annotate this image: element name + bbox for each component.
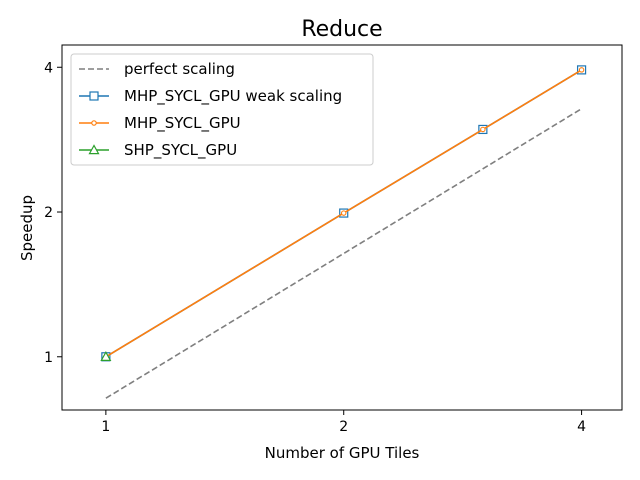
legend-label: MHP_SYCL_GPU (124, 114, 241, 133)
plot-frame (61, 44, 623, 411)
series-line (105, 108, 583, 399)
legend-box (70, 53, 374, 166)
x-tick-label: 2 (339, 419, 348, 435)
y-tick-label: 4 (44, 60, 53, 76)
legend-label: MHP_SYCL_GPU weak scaling (124, 87, 342, 106)
x-tick-label: 1 (101, 419, 110, 435)
y-tick-label: 2 (44, 205, 53, 221)
data-point (100, 351, 112, 361)
legend: perfect scaling MHP_SYCL_GPU weak scaling… (70, 53, 374, 166)
data-point (578, 67, 585, 73)
legend-label: perfect scaling (124, 60, 235, 78)
data-point (480, 126, 486, 133)
y-tick-label: 1 (44, 350, 53, 366)
legend-item: SHP_SYCL_GPU (79, 141, 237, 160)
legend-item: perfect scaling (79, 60, 235, 78)
legend-marker (91, 120, 97, 126)
legend-item: MHP_SYCL_GPU weak scaling (79, 87, 342, 106)
x-axis-label: Number of GPU Tiles (265, 444, 420, 462)
series-1 (105, 108, 583, 399)
x-tick-label: 4 (577, 419, 586, 435)
y-axis-ticks: 1 2 4 (44, 60, 62, 366)
series-line (105, 69, 583, 358)
chart-title: Reduce (301, 17, 382, 42)
data-point (340, 210, 347, 216)
legend-marker (89, 91, 99, 101)
legend-label: SHP_SYCL_GPU (124, 141, 237, 160)
series-4 (100, 351, 112, 361)
legend-item: MHP_SYCL_GPU (79, 114, 241, 133)
x-axis-ticks: 1 2 4 (101, 410, 586, 435)
series-layer (100, 65, 587, 399)
legend-marker (88, 144, 100, 155)
y-axis-label: Speedup (18, 195, 36, 261)
